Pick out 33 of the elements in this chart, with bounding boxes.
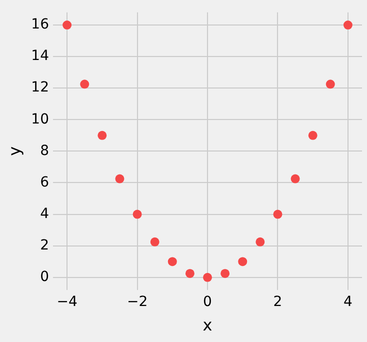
- point: [98, 130, 107, 140]
- point: [343, 20, 352, 30]
- point: [256, 237, 265, 246]
- y-tick-label: 8: [40, 142, 50, 159]
- point: [150, 237, 160, 246]
- y-axis-title: y: [4, 146, 24, 156]
- x-axis-title: x: [202, 316, 212, 335]
- point: [220, 268, 230, 278]
- y-tick-label: 16: [31, 16, 50, 33]
- y-tick-label: 14: [31, 48, 50, 64]
- y-tick-label: 2: [40, 237, 50, 254]
- y-tick-label: 0: [40, 269, 50, 286]
- point: [238, 257, 248, 266]
- y-tick-label: 12: [31, 80, 50, 96]
- y-tick-label: 6: [40, 174, 50, 190]
- point: [203, 272, 212, 282]
- y-tick-label: 10: [31, 111, 50, 128]
- x-tick-label: 4: [343, 294, 352, 310]
- point: [326, 80, 335, 89]
- point: [290, 174, 300, 184]
- point: [308, 130, 318, 140]
- x-tick-label: 2: [273, 294, 282, 310]
- point: [62, 20, 72, 30]
- point: [185, 268, 194, 278]
- point: [168, 257, 177, 266]
- x-tick-label: −4: [56, 294, 78, 310]
- point: [80, 80, 90, 89]
- point: [132, 210, 142, 219]
- x-tick-label: 0: [203, 294, 212, 310]
- y-tick-label: 4: [40, 206, 50, 222]
- point: [273, 210, 282, 219]
- point: [115, 174, 124, 184]
- x-tick-label: −2: [126, 294, 148, 310]
